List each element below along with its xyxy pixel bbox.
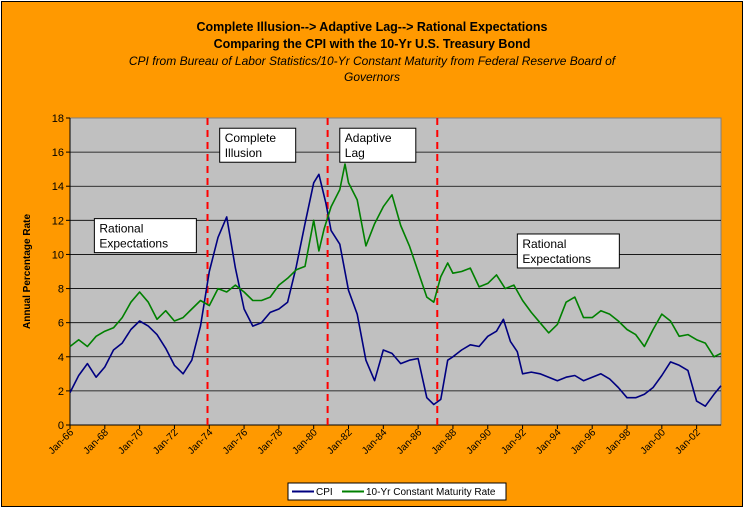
- x-tick-label: Jan-86: [395, 427, 425, 457]
- cpi-series-line: [69, 173, 722, 408]
- x-tick-label: Jan-82: [325, 427, 355, 457]
- x-tick-label: Jan-00: [639, 427, 669, 457]
- legend-box: [287, 482, 507, 501]
- annotation-text-rational2: Expectations: [522, 252, 591, 266]
- chart-subtitle-line2: Governors: [343, 70, 401, 84]
- y-tick-label: 0: [58, 420, 64, 432]
- chart-title-line2: Comparing the CPI with the 10-Yr U.S. Tr…: [213, 37, 531, 51]
- x-tick-label: Jan-96: [569, 427, 599, 457]
- y-tick-label: 6: [58, 318, 64, 330]
- chart-title: Complete Illusion--> Adaptive Lag--> Rat…: [196, 20, 548, 34]
- x-tick-label: Jan-92: [499, 427, 529, 457]
- y-tick-label: 4: [58, 352, 64, 364]
- x-tick-label: Jan-02: [673, 427, 703, 457]
- chart-subtitle: CPI from Bureau of Labor Statistics/10-Y…: [128, 54, 616, 68]
- legend-label-treasury: 10-Yr Constant Maturity Rate: [366, 487, 496, 498]
- x-tick-label: Jan-84: [360, 427, 390, 457]
- y-tick-label: 14: [52, 181, 64, 193]
- annotation-text-adaptive: Adaptive: [345, 131, 392, 145]
- x-tick-label: Jan-88: [430, 427, 460, 457]
- y-tick-label: 10: [52, 249, 64, 261]
- x-tick-label: Jan-76: [221, 427, 251, 457]
- x-tick-label: Jan-98: [604, 427, 634, 457]
- y-tick-label: 2: [58, 386, 64, 398]
- annotation-text-rational2: Rational: [522, 237, 566, 251]
- annotation-box-rational2: [516, 233, 620, 269]
- annotation-text-complete: Illusion: [225, 146, 262, 160]
- x-tick-label: Jan-72: [151, 427, 181, 457]
- annotation-box-adaptive: [339, 127, 417, 163]
- annotation-text-complete: Complete: [225, 131, 277, 145]
- x-tick-label: Jan-74: [186, 427, 216, 457]
- x-tick-label: Jan-80: [290, 427, 320, 457]
- x-tick-label: Jan-78: [256, 427, 286, 457]
- x-tick-label: Jan-94: [534, 427, 564, 457]
- annotation-text-rational1: Rational: [99, 222, 143, 236]
- x-tick-label: Jan-90: [464, 427, 494, 457]
- y-tick-label: 12: [52, 215, 64, 227]
- annotation-text-adaptive: Lag: [345, 146, 365, 160]
- x-tick-label: Jan-68: [82, 427, 112, 457]
- y-tick-label: 8: [58, 284, 64, 296]
- treasury-10yr-series-line: [69, 163, 722, 358]
- y-tick-label: 18: [52, 113, 64, 125]
- annotation-box-complete: [219, 127, 297, 163]
- annotation-text-rational1: Expectations: [99, 237, 168, 251]
- plot-area: [69, 117, 722, 426]
- legend-label-cpi: CPI: [316, 487, 333, 498]
- x-tick-label: Jan-70: [116, 427, 146, 457]
- y-axis-label: Annual Percentage Rate: [22, 214, 33, 329]
- y-tick-label: 16: [52, 147, 64, 159]
- annotation-box-rational1: [93, 218, 197, 254]
